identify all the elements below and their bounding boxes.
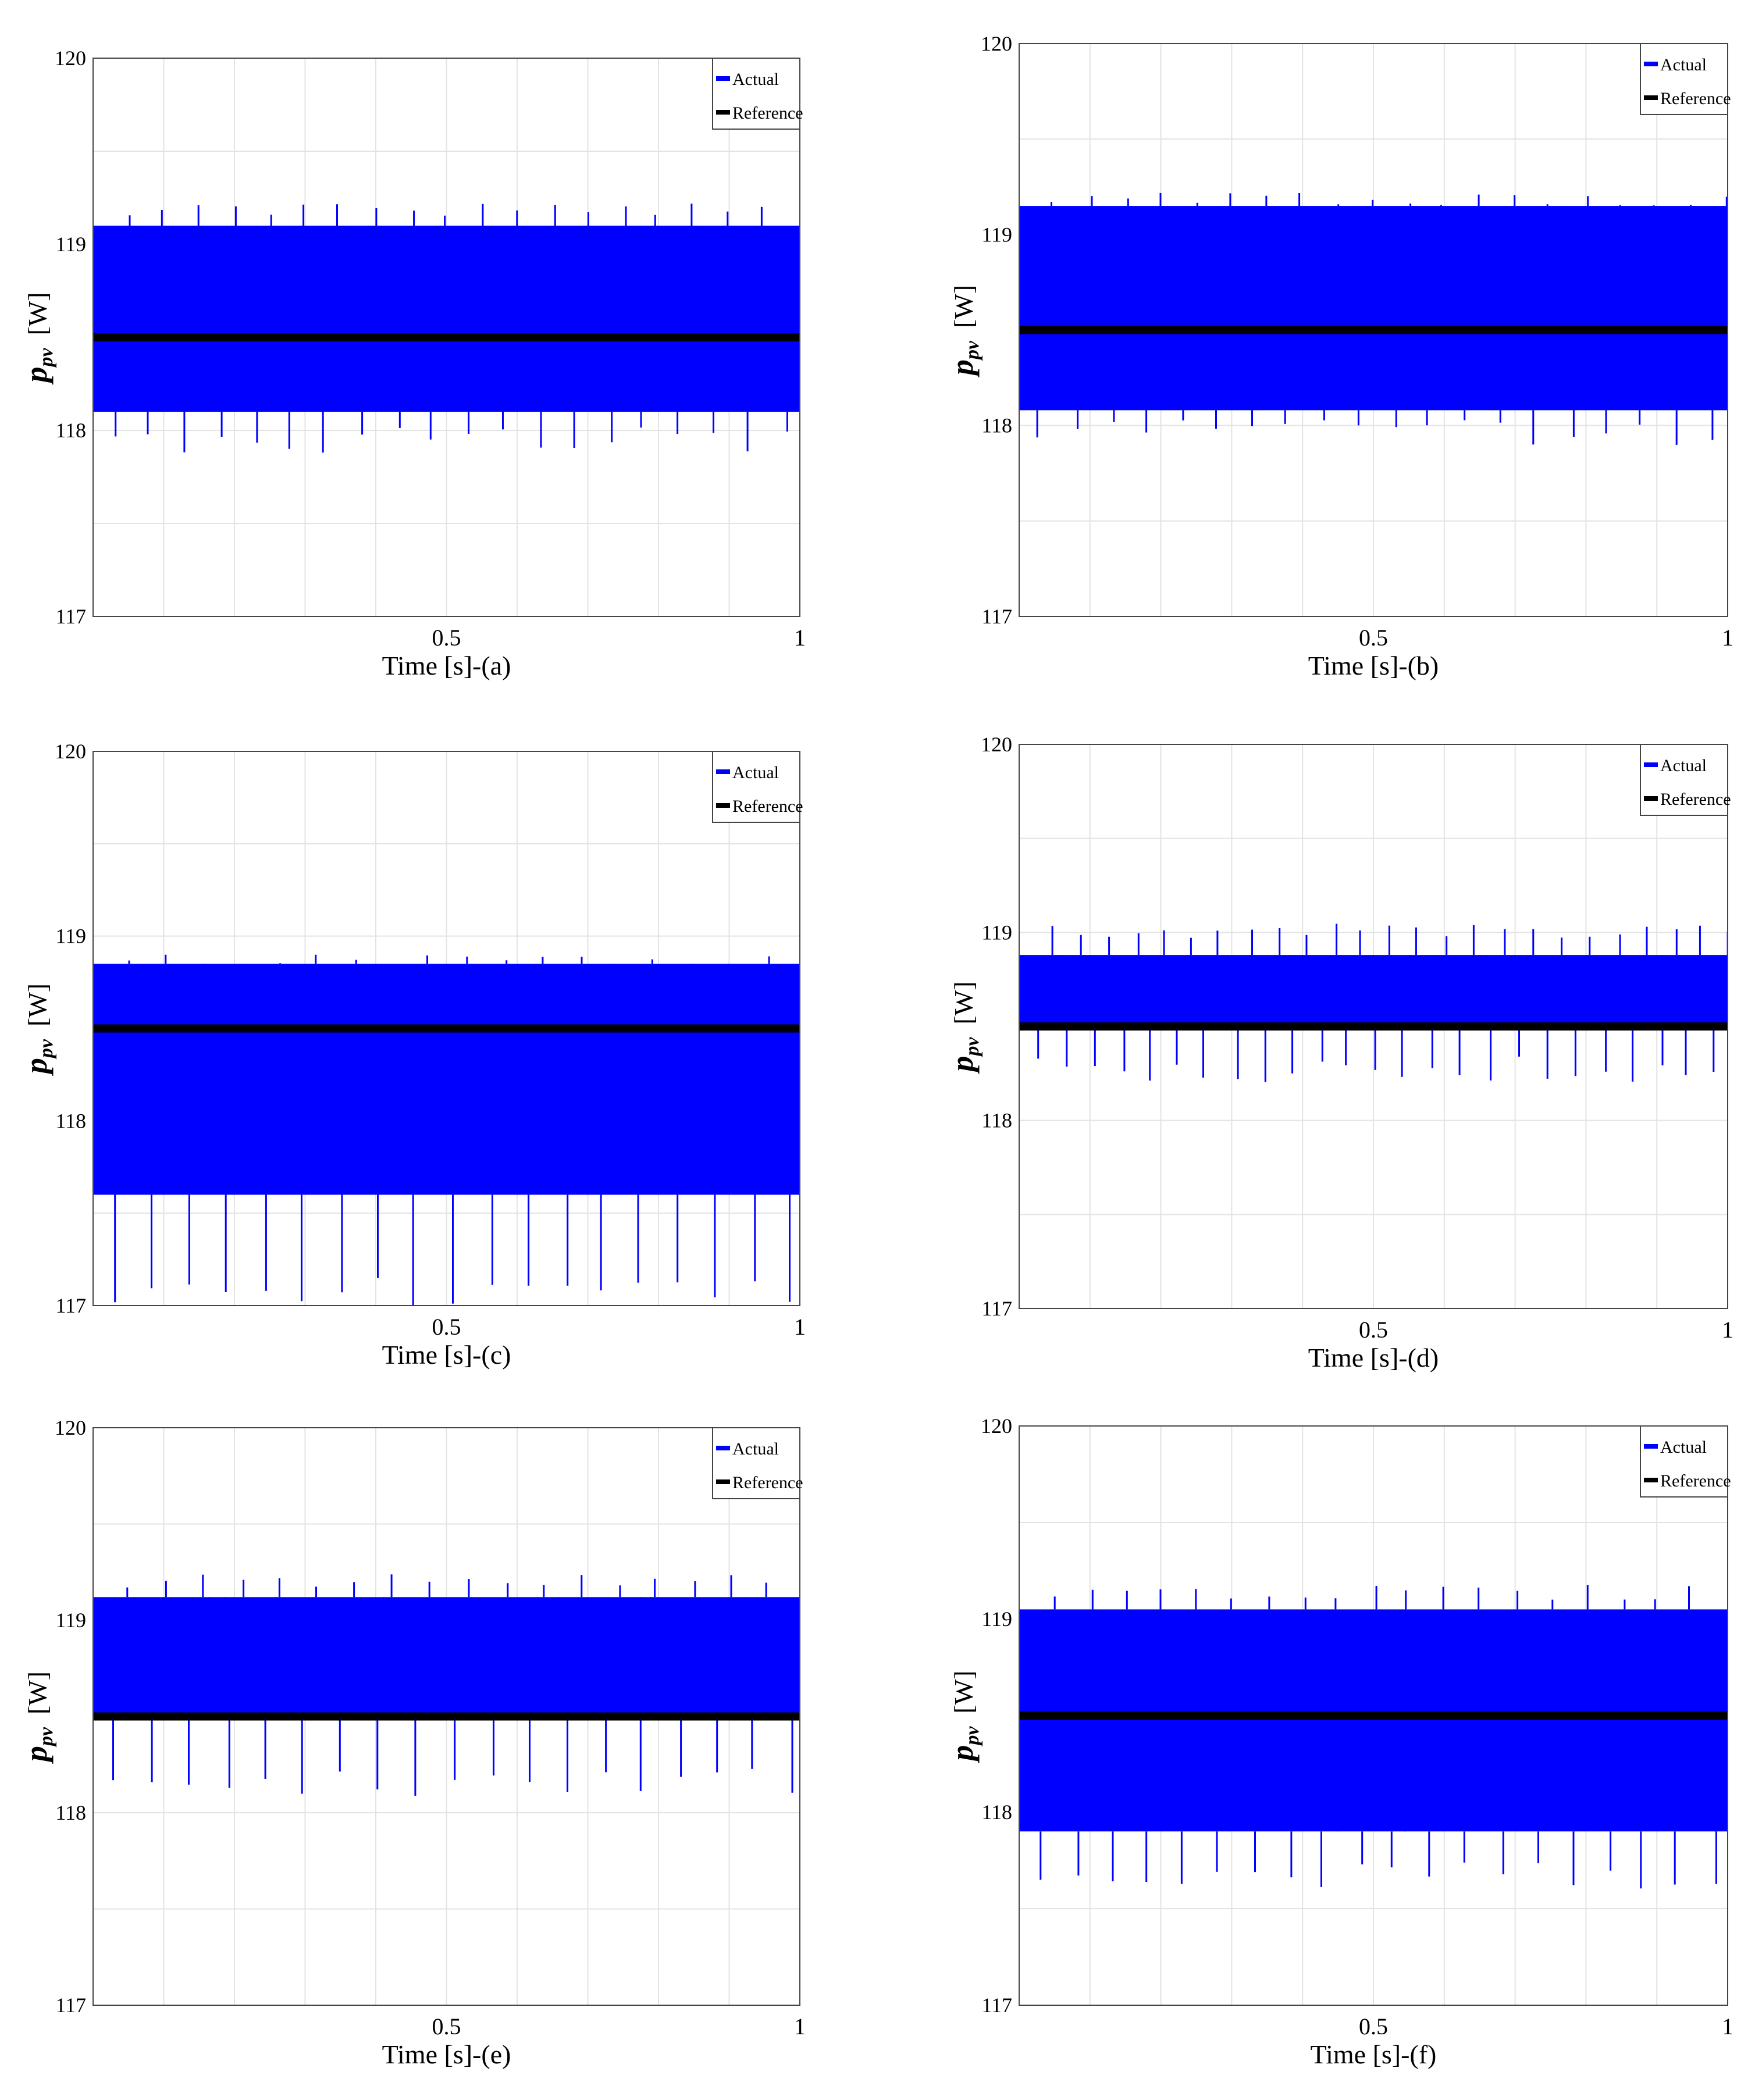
- legend-label-reference: Reference: [732, 797, 803, 816]
- x-tick-label: 1: [794, 625, 806, 651]
- y-tick-label: 118: [981, 1800, 1012, 1824]
- y-axis-label: ppv[W]: [945, 285, 983, 377]
- legend: Actual Reference: [1640, 43, 1731, 115]
- legend-label-reference: Reference: [1660, 89, 1731, 108]
- series-actual: [1019, 206, 1728, 411]
- y-axis-label: ppv[W]: [19, 292, 57, 384]
- axes-frame: [1019, 1425, 1728, 2006]
- series-actual-spikes: [115, 204, 788, 453]
- y-tick-label: 119: [55, 1609, 86, 1632]
- x-axis-label: Time [s]-(b): [1308, 651, 1439, 680]
- series-actual-spikes: [1036, 192, 1728, 445]
- x-tick-label: 1: [1722, 2013, 1733, 2040]
- y-tick-label: 119: [55, 233, 86, 256]
- y-tick-label: 117: [981, 1994, 1012, 2017]
- x-tick-label: 1: [1722, 1317, 1733, 1343]
- legend-label-reference: Reference: [732, 1473, 803, 1492]
- y-tick-label: 120: [981, 733, 1012, 756]
- x-tick-label: 0.5: [432, 625, 461, 651]
- y-tick-label: 120: [55, 47, 86, 70]
- legend: Actual Reference: [712, 751, 803, 823]
- y-tick-label: 120: [55, 740, 86, 763]
- axes-frame: [92, 58, 800, 617]
- axes-frame: [1019, 43, 1728, 617]
- axes-frame: [92, 751, 800, 1306]
- series-actual-spikes: [114, 954, 791, 1306]
- axes-frame: [1019, 744, 1728, 1309]
- legend-label-actual: Actual: [732, 763, 779, 782]
- series-actual: [93, 1597, 800, 1717]
- legend-label-reference: Reference: [1660, 1471, 1731, 1491]
- legend-label-actual: Actual: [732, 1439, 779, 1459]
- x-tick-label: 1: [1722, 625, 1733, 651]
- y-axis-label: ppv[W]: [945, 981, 983, 1074]
- x-tick-label: 0.5: [1359, 2013, 1388, 2040]
- y-tick-label: 119: [55, 925, 86, 948]
- y-tick-label: 118: [981, 414, 1012, 437]
- x-tick-label: 0.5: [432, 1314, 461, 1340]
- chart-panel-a: 117 118 119 120 0.5 1 Time [s]-(a) ppv[W] Actual…: [19, 47, 806, 680]
- y-tick-label: 117: [55, 1994, 86, 2017]
- legend: Actual Reference: [712, 1427, 803, 1499]
- y-tick-label: 120: [981, 32, 1012, 55]
- legend-label-actual: Actual: [1660, 1438, 1707, 1457]
- x-axis-label: Time [s]-(a): [382, 651, 511, 680]
- legend-label-reference: Reference: [1660, 790, 1731, 809]
- x-axis-label: Time [s]-(e): [382, 2040, 511, 2069]
- x-axis-label: Time [s]-(c): [382, 1340, 511, 1370]
- chart-panel-b: 117 118 119 120 0.5 1 Time [s]-(b) ppv[W] Actual…: [945, 32, 1733, 680]
- x-tick-label: 1: [794, 2013, 806, 2040]
- series-actual: [93, 225, 800, 412]
- y-axis-label: ppv[W]: [19, 983, 57, 1076]
- legend: Actual Reference: [1640, 1425, 1731, 1498]
- y-tick-label: 117: [55, 1294, 86, 1317]
- axes-frame: [92, 1427, 800, 2006]
- chart-panel-e: 117 118 119 120 0.5 1 Time [s]-(e) ppv[W] Actual…: [19, 1416, 806, 2069]
- y-tick-label: 117: [55, 605, 86, 628]
- x-tick-label: 0.5: [432, 2013, 461, 2040]
- x-axis-label: Time [s]-(d): [1308, 1343, 1439, 1372]
- legend-label-actual: Actual: [1660, 55, 1707, 74]
- y-tick-label: 119: [981, 921, 1012, 944]
- series-actual: [1019, 955, 1728, 1031]
- x-tick-label: 1: [794, 1314, 806, 1340]
- chart-panel-f: 117 118 119 120 0.5 1 Time [s]-(f) ppv[W] Actual…: [945, 1414, 1733, 2069]
- y-tick-label: 119: [981, 223, 1012, 246]
- legend-label-actual: Actual: [732, 70, 779, 89]
- series-actual-spikes: [1040, 1585, 1717, 1889]
- series-actual: [93, 964, 800, 1195]
- legend: Actual Reference: [712, 58, 803, 130]
- series-actual: [1019, 1609, 1728, 1832]
- x-axis-label: Time [s]-(f): [1311, 2040, 1437, 2069]
- chart-panel-d: 117 118 119 120 0.5 1 Time [s]-(d) ppv[W] Actual…: [945, 733, 1733, 1372]
- y-tick-label: 119: [981, 1607, 1012, 1631]
- y-tick-label: 120: [981, 1414, 1012, 1438]
- y-tick-label: 118: [981, 1109, 1012, 1132]
- y-tick-label: 117: [981, 605, 1012, 628]
- legend-label-actual: Actual: [1660, 756, 1707, 775]
- y-axis-label: ppv[W]: [19, 1671, 57, 1764]
- legend: Actual Reference: [1640, 744, 1731, 816]
- legend-label-reference: Reference: [732, 104, 803, 123]
- y-tick-label: 118: [55, 1801, 86, 1824]
- x-tick-label: 0.5: [1359, 1317, 1388, 1343]
- x-tick-label: 0.5: [1359, 625, 1388, 651]
- y-tick-label: 118: [55, 419, 86, 442]
- chart-panel-c: 117 118 119 120 0.5 1 Time [s]-(c) ppv[W] Actual…: [19, 740, 806, 1370]
- y-tick-label: 118: [55, 1109, 86, 1132]
- series-actual-spikes: [112, 1574, 793, 1796]
- y-tick-label: 120: [55, 1416, 86, 1439]
- y-tick-label: 117: [981, 1297, 1012, 1320]
- y-axis-label: ppv[W]: [945, 1670, 983, 1763]
- series-actual-spikes: [1037, 924, 1728, 1082]
